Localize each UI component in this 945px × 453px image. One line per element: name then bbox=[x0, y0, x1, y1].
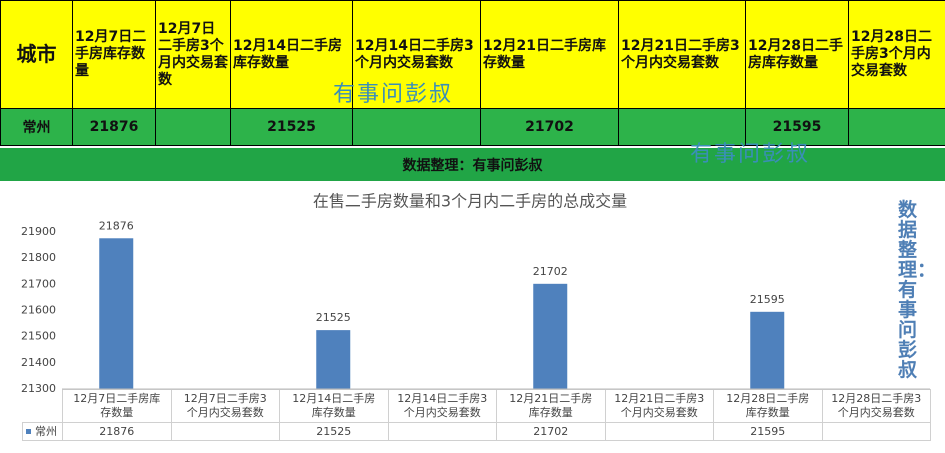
y-tick-label: 21400 bbox=[21, 356, 56, 369]
vertical-note: 数据整理：有事问彭叔 bbox=[898, 199, 937, 381]
data-cell: 21702 bbox=[480, 108, 619, 146]
bar bbox=[750, 311, 785, 389]
data-label: 21595 bbox=[750, 293, 785, 306]
y-tick-label: 21700 bbox=[21, 277, 56, 290]
chart-title: 在售二手房数量和3个月内二手房的总成交量 bbox=[313, 192, 627, 211]
data-cell bbox=[155, 108, 231, 146]
watermark: 有事问彭叔 bbox=[333, 82, 454, 107]
bar bbox=[533, 283, 568, 389]
header-cell: 12月28日二手房3个月内交易套数 bbox=[848, 0, 945, 109]
data-label: 21525 bbox=[316, 311, 351, 324]
x-tick-label: 12月14日二手房3个月内交易套数 bbox=[387, 389, 497, 423]
data-label: 21876 bbox=[99, 219, 134, 232]
watermark: 有事问彭叔 bbox=[690, 142, 811, 167]
bar bbox=[99, 238, 134, 389]
header-cell: 12月7日二手房3个月内交易套数 bbox=[155, 0, 231, 109]
data-label: 21702 bbox=[533, 265, 568, 278]
x-tick-label: 12月21日二手房3个月内交易套数 bbox=[604, 389, 714, 423]
header-cell: 12月14日二手房3个月内交易套数 bbox=[352, 0, 481, 109]
data-cell: 常州 bbox=[0, 108, 73, 146]
legend-key bbox=[26, 429, 31, 434]
y-tick-label: 21300 bbox=[21, 382, 56, 395]
y-tick-label: 21800 bbox=[21, 251, 56, 264]
header-cell: 12月14日二手房库存数量 bbox=[230, 0, 353, 109]
data-cell: 21595 bbox=[745, 108, 849, 146]
data-cell bbox=[848, 108, 945, 146]
x-tick-label: 12月7日二手房3个月内交易套数 bbox=[170, 389, 280, 423]
y-tick-label: 21900 bbox=[21, 225, 56, 238]
y-tick-label: 21500 bbox=[21, 330, 56, 343]
x-tick-label: 12月14日二手房库存数量 bbox=[279, 389, 389, 423]
data-cell: 21525 bbox=[230, 108, 353, 146]
data-cell: 21876 bbox=[72, 108, 156, 146]
header-cell: 12月7日二手房库存数量 bbox=[72, 0, 156, 109]
header-cell: 12月21日二手房库存数量 bbox=[480, 0, 619, 109]
y-tick-label: 21600 bbox=[21, 304, 56, 317]
data-cell bbox=[618, 108, 746, 146]
data-cell bbox=[352, 108, 481, 146]
header-cell: 城市 bbox=[0, 0, 73, 109]
banner: 数据整理：有事问彭叔 bbox=[0, 148, 945, 181]
bar bbox=[316, 330, 351, 389]
header-cell: 12月28日二手房库存数量 bbox=[745, 0, 849, 109]
header-cell: 12月21日二手房3个月内交易套数 bbox=[618, 0, 746, 109]
